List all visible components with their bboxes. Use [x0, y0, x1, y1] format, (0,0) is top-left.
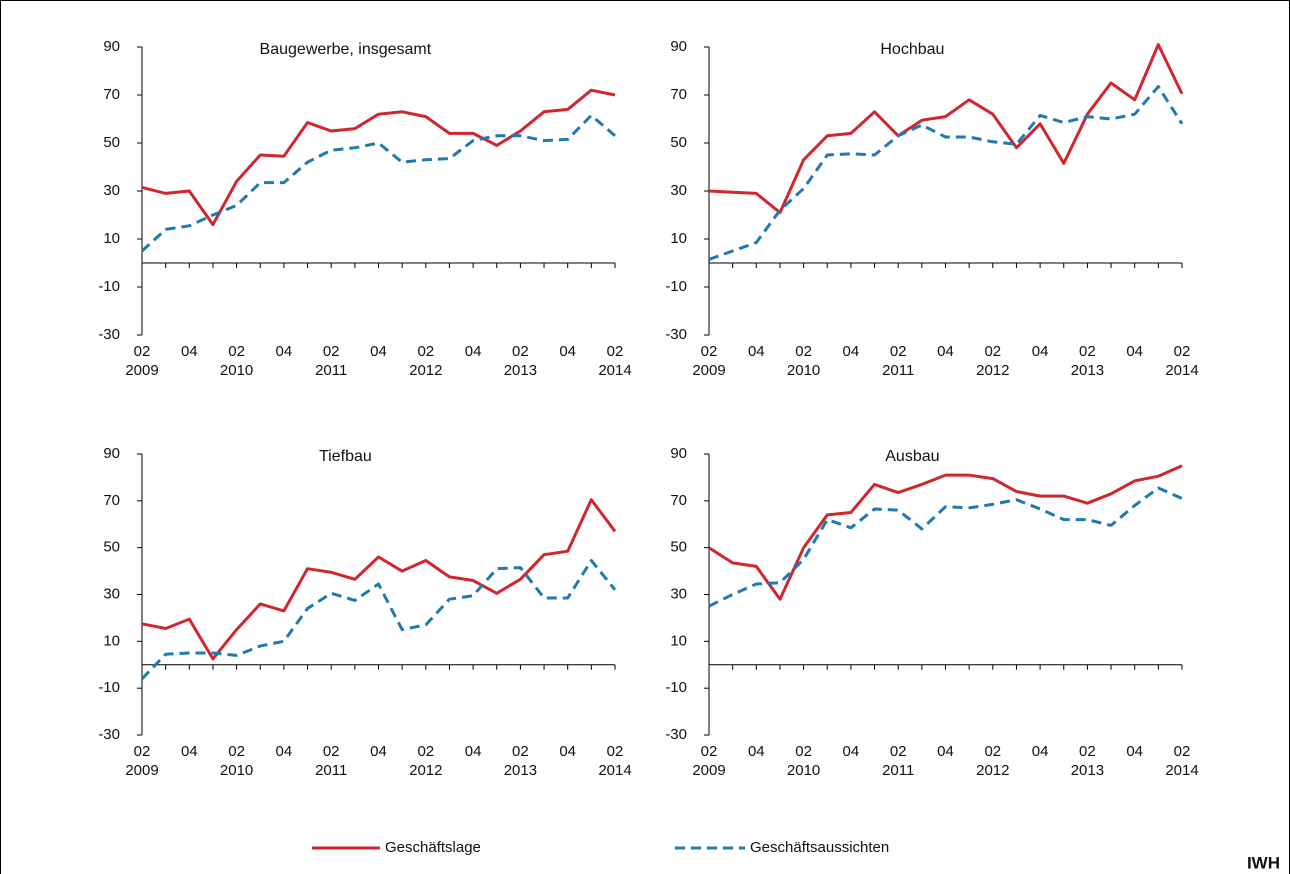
x-tick-label: 02 2011 [882, 743, 914, 779]
y-tick-label: 50 [103, 539, 120, 556]
x-tick-label: 02 2012 [409, 743, 442, 779]
y-tick-label: 70 [103, 492, 120, 509]
x-tick-label: 04 [370, 343, 387, 360]
y-tick-label: 90 [103, 445, 120, 462]
x-tick-label: 02 2012 [976, 743, 1009, 779]
series-line [708, 486, 1183, 608]
x-tick-label: 04 [1032, 743, 1049, 760]
series-line [141, 88, 616, 227]
y-tick-label: 50 [103, 134, 120, 151]
x-tick-label: 02 2012 [976, 343, 1009, 379]
x-tick-label: 04 [181, 343, 198, 360]
x-tick-label: 04 [559, 343, 576, 360]
x-tick-label: 02 2010 [220, 743, 253, 779]
y-tick-label: 10 [670, 632, 687, 649]
y-tick-label: 10 [103, 230, 120, 247]
y-tick-label: 10 [103, 632, 120, 649]
x-tick-label: 04 [559, 743, 576, 760]
series-line [708, 464, 1183, 601]
panel-title: Baugewerbe, insgesamt [260, 41, 432, 58]
series-line [708, 85, 1184, 261]
y-tick-label: -30 [98, 726, 120, 743]
x-tick-label: 04 [843, 343, 860, 360]
y-tick-label: -30 [665, 326, 687, 343]
x-tick-label: 02 2012 [409, 343, 442, 379]
x-tick-label: 02 2014 [598, 743, 631, 779]
y-tick-label: -30 [98, 326, 120, 343]
y-tick-label: 30 [103, 585, 120, 602]
series-line [140, 559, 617, 680]
y-tick-label: 10 [670, 230, 687, 247]
x-tick-label: 02 2011 [315, 743, 347, 779]
y-tick-label: 90 [670, 445, 687, 462]
x-tick-label: 02 2009 [692, 743, 725, 779]
y-tick-label: 70 [103, 86, 120, 103]
panel-title: Tiefbau [319, 448, 372, 465]
legend-label: Geschäftsaussichten [750, 839, 889, 856]
x-tick-label: 04 [465, 343, 482, 360]
panel-title: Ausbau [885, 448, 939, 465]
source-label: IWH [1247, 853, 1280, 872]
x-tick-label: 02 2010 [787, 743, 820, 779]
y-tick-label: -10 [665, 679, 687, 696]
x-tick-label: 04 [1032, 343, 1049, 360]
y-tick-label: 70 [670, 86, 687, 103]
x-tick-label: 04 [1126, 343, 1143, 360]
y-tick-label: -30 [665, 726, 687, 743]
x-tick-label: 02 2009 [125, 343, 158, 379]
x-tick-label: 02 2010 [220, 343, 253, 379]
y-tick-label: 50 [670, 539, 687, 556]
x-tick-label: 04 [1126, 743, 1143, 760]
y-tick-label: -10 [98, 679, 120, 696]
x-tick-label: 02 2010 [787, 343, 820, 379]
x-tick-label: 02 2014 [598, 343, 631, 379]
panel-title: Hochbau [880, 41, 944, 58]
x-tick-label: 04 [748, 743, 765, 760]
legend-label: Geschäftslage [385, 839, 481, 856]
x-tick-label: 02 2014 [1165, 343, 1198, 379]
series-line [140, 113, 616, 253]
x-tick-label: 04 [276, 743, 293, 760]
x-tick-label: 02 2013 [1071, 343, 1104, 379]
x-tick-label: 04 [937, 343, 954, 360]
y-tick-label: 50 [670, 134, 687, 151]
x-tick-label: 04 [276, 343, 293, 360]
y-tick-label: 70 [670, 492, 687, 509]
y-tick-label: 90 [670, 38, 687, 55]
x-tick-label: 02 2011 [882, 343, 914, 379]
y-tick-label: -10 [98, 278, 120, 295]
x-tick-label: 04 [937, 743, 954, 760]
x-tick-label: 02 2013 [504, 743, 537, 779]
y-tick-label: 90 [103, 38, 120, 55]
x-tick-label: 04 [748, 343, 765, 360]
x-tick-label: 02 2014 [1165, 743, 1198, 779]
y-tick-label: 30 [670, 182, 687, 199]
y-tick-label: 30 [103, 182, 120, 199]
y-tick-label: 30 [670, 585, 687, 602]
series-line [708, 43, 1184, 215]
x-tick-label: 04 [843, 743, 860, 760]
y-tick-label: -10 [665, 278, 687, 295]
x-tick-label: 04 [370, 743, 387, 760]
x-tick-label: 02 2009 [692, 343, 725, 379]
series-line [141, 498, 617, 661]
x-tick-label: 04 [181, 743, 198, 760]
x-tick-label: 02 2011 [315, 343, 347, 379]
x-tick-label: 02 2013 [1071, 743, 1104, 779]
x-tick-label: 02 2013 [504, 343, 537, 379]
x-tick-label: 04 [465, 743, 482, 760]
x-tick-label: 02 2009 [125, 743, 158, 779]
